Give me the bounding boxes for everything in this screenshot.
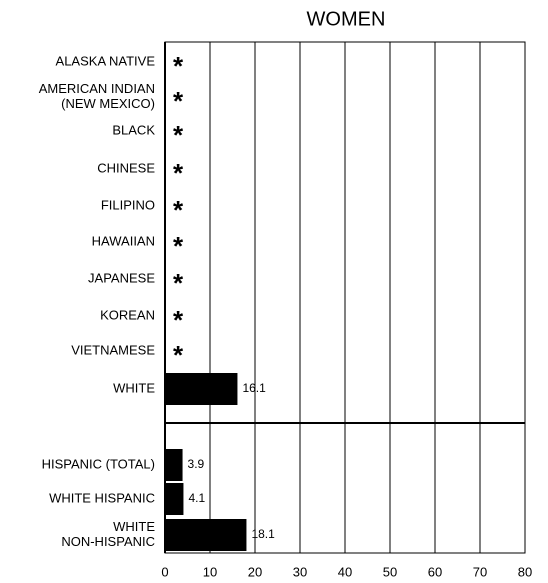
missing-marker: * bbox=[173, 340, 184, 370]
y-tick-label: FILIPINO bbox=[101, 197, 155, 212]
y-tick-label: HISPANIC (TOTAL) bbox=[42, 456, 155, 471]
missing-marker: * bbox=[173, 51, 184, 81]
missing-marker: * bbox=[173, 231, 184, 261]
value-label: 3.9 bbox=[188, 457, 205, 471]
missing-marker: * bbox=[173, 120, 184, 150]
y-tick-label: WHITE HISPANIC bbox=[49, 490, 155, 505]
bar bbox=[165, 373, 238, 405]
y-tick-label: NON-HISPANIC bbox=[61, 534, 155, 549]
chart-title: WOMEN bbox=[307, 8, 386, 30]
y-tick-label: WHITE bbox=[113, 519, 155, 534]
y-tick-label: JAPANESE bbox=[88, 270, 155, 285]
x-tick-label: 30 bbox=[293, 564, 307, 579]
y-tick-label: BLACK bbox=[112, 122, 155, 137]
bar bbox=[165, 519, 247, 551]
y-tick-label: ALASKA NATIVE bbox=[56, 53, 156, 68]
missing-marker: * bbox=[173, 268, 184, 298]
y-tick-label: WHITE bbox=[113, 380, 155, 395]
bar bbox=[165, 449, 183, 481]
x-tick-label: 10 bbox=[203, 564, 217, 579]
missing-marker: * bbox=[173, 86, 184, 116]
x-tick-label: 40 bbox=[338, 564, 352, 579]
y-tick-label: AMERICAN INDIAN bbox=[39, 81, 155, 96]
bar bbox=[165, 483, 184, 515]
x-tick-label: 50 bbox=[383, 564, 397, 579]
y-tick-label: CHINESE bbox=[97, 160, 155, 175]
y-tick-label: KOREAN bbox=[100, 307, 155, 322]
y-tick-label: VIETNAMESE bbox=[71, 342, 155, 357]
y-tick-label: (NEW MEXICO) bbox=[61, 96, 155, 111]
y-tick-label: HAWAIIAN bbox=[92, 233, 155, 248]
value-label: 16.1 bbox=[242, 381, 266, 395]
missing-marker: * bbox=[173, 195, 184, 225]
missing-marker: * bbox=[173, 158, 184, 188]
x-tick-label: 80 bbox=[518, 564, 532, 579]
x-tick-label: 70 bbox=[473, 564, 487, 579]
x-tick-label: 60 bbox=[428, 564, 442, 579]
missing-marker: * bbox=[173, 305, 184, 335]
value-label: 4.1 bbox=[188, 491, 205, 505]
x-tick-label: 0 bbox=[161, 564, 168, 579]
x-tick-label: 20 bbox=[248, 564, 262, 579]
value-label: 18.1 bbox=[251, 527, 275, 541]
